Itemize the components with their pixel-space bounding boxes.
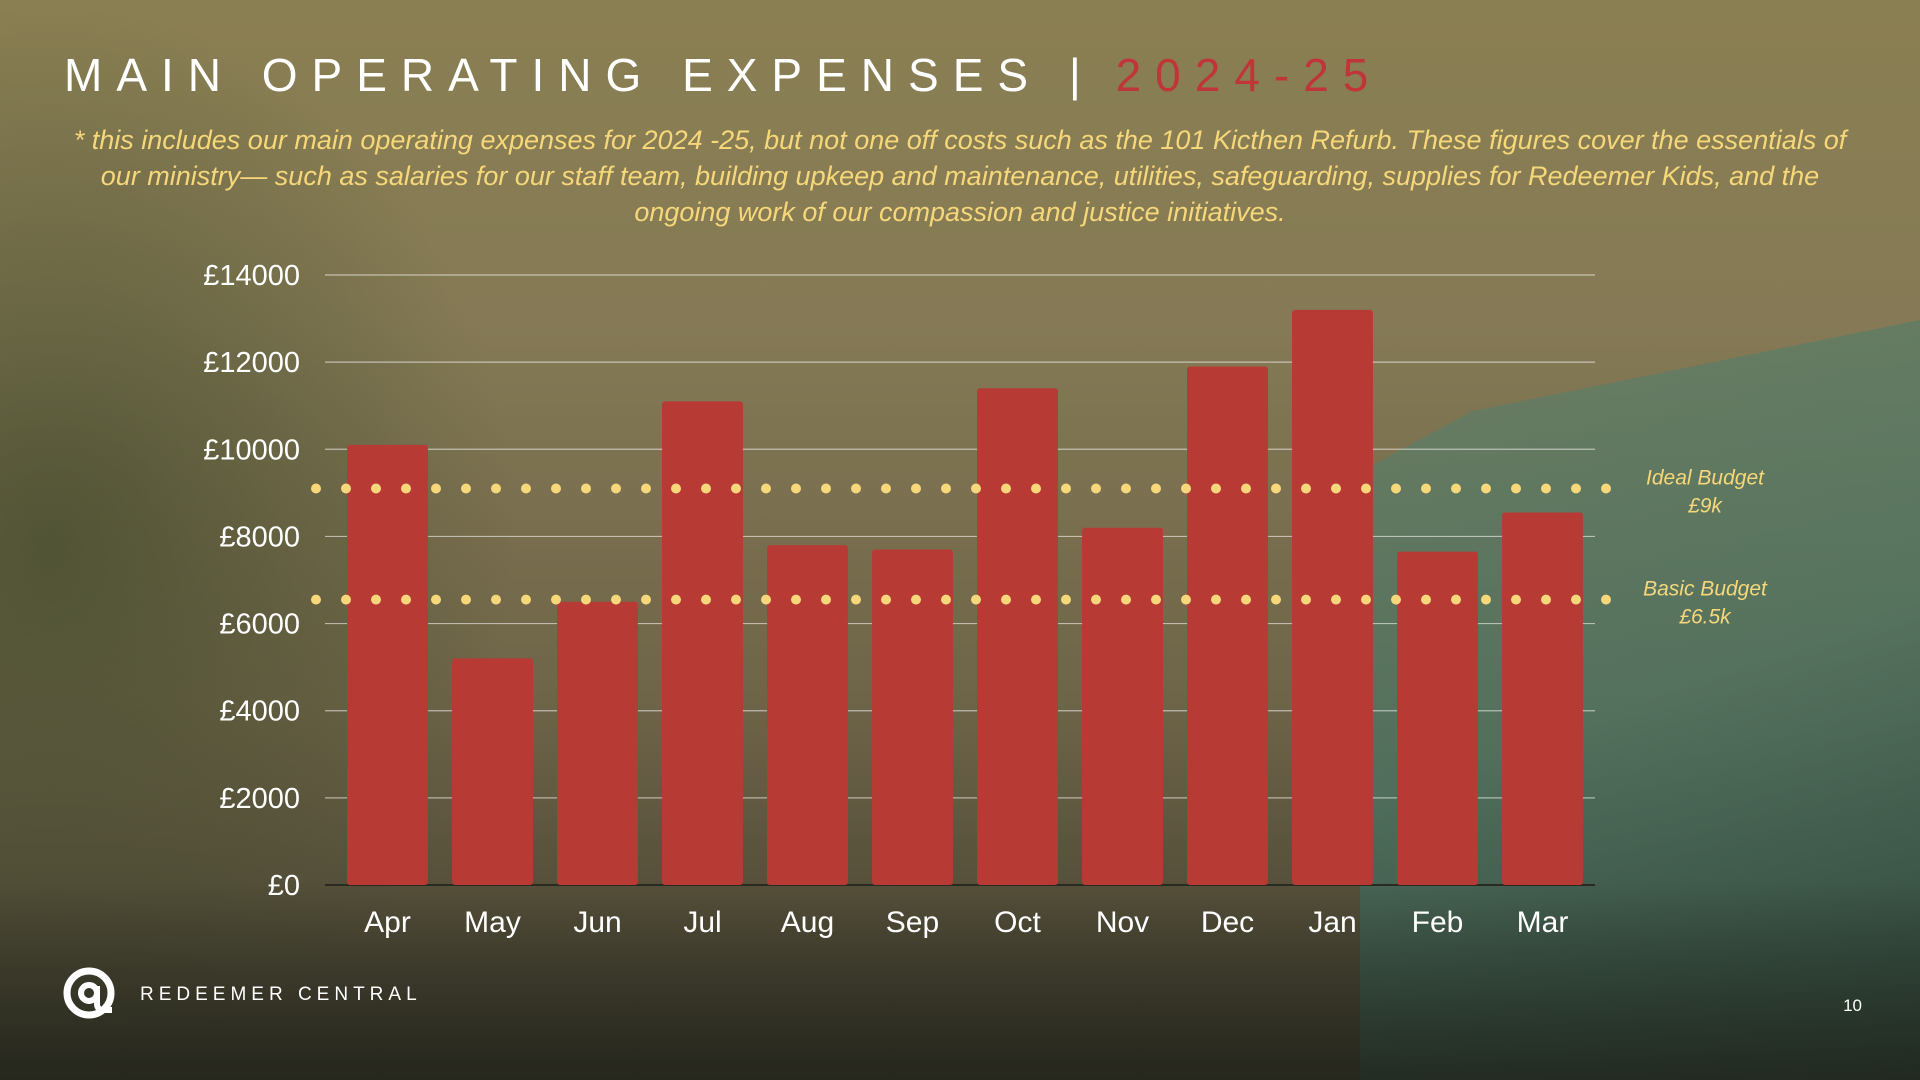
budget-reference-lines: Ideal Budget £9k Basic Budget £6.5k (311, 467, 1768, 629)
bar-jul (662, 401, 743, 885)
budget-label-name: Basic Budget (1643, 578, 1768, 601)
x-tick-label: May (464, 906, 521, 939)
brand-name: REDEEMER CENTRAL (140, 984, 422, 1005)
bar-dec (1187, 366, 1268, 885)
slide-subtitle: * this includes our main operating expen… (73, 125, 1847, 227)
x-axis-tick-labels: Apr May Jun Jul Aug Sep Oct Nov Dec Jan Feb Mar (364, 906, 1568, 939)
slide-title: MAIN OPERATING EXPENSES | 2024-25 (64, 48, 1382, 102)
x-tick-label: Sep (886, 906, 939, 939)
x-tick-label: Jan (1308, 906, 1356, 939)
y-tick-label: £10000 (203, 434, 300, 466)
x-tick-label: Nov (1096, 906, 1149, 939)
x-tick-label: Feb (1412, 906, 1464, 939)
bar-nov (1082, 527, 1163, 885)
y-tick-label: £14000 (203, 260, 300, 292)
x-tick-label: Apr (364, 906, 411, 939)
bar-jun (557, 601, 638, 885)
x-tick-label: Jun (573, 906, 621, 939)
y-tick-label: £8000 (219, 521, 300, 553)
y-tick-label: £12000 (203, 347, 300, 379)
chart-gridlines (325, 274, 1595, 886)
budget-label-value: £9k (1687, 495, 1723, 518)
bar-apr (347, 444, 428, 885)
page-number: 10 (1843, 996, 1862, 1015)
x-tick-label: Aug (781, 906, 834, 939)
bar-oct (977, 388, 1058, 885)
bar-mar (1502, 512, 1583, 885)
x-tick-label: Dec (1201, 906, 1254, 939)
x-tick-label: Jul (683, 906, 721, 939)
title-separator: | (1068, 49, 1089, 101)
background-shadow (0, 880, 1920, 1080)
y-axis-tick-labels: £0 £2000 £4000 £6000 £8000 £10000 £12000 £14000 (203, 260, 300, 902)
budget-label-name: Ideal Budget (1646, 467, 1765, 490)
x-tick-label: Oct (994, 906, 1041, 939)
bar-sep (872, 549, 953, 885)
bar-feb (1397, 551, 1478, 885)
budget-label-value: £6.5k (1678, 606, 1732, 629)
y-tick-label: £6000 (219, 609, 300, 641)
title-main: MAIN OPERATING EXPENSES (64, 49, 1043, 101)
title-year: 2024-25 (1115, 49, 1383, 101)
y-tick-label: £4000 (219, 696, 300, 728)
bar-may (452, 658, 533, 885)
y-tick-label: £2000 (219, 783, 300, 815)
at-sign-logo-icon (63, 967, 115, 1019)
bar-aug (767, 545, 848, 885)
y-tick-label: £0 (268, 870, 300, 902)
x-tick-label: Mar (1517, 906, 1569, 939)
